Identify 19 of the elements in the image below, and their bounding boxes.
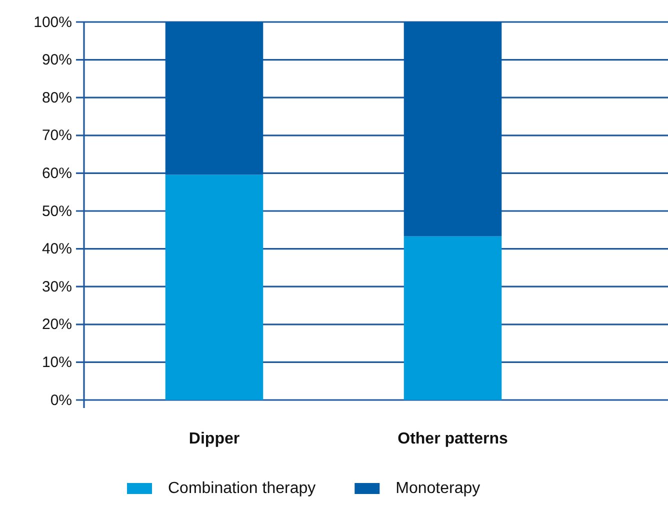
y-tick-label: 40%: [42, 240, 72, 258]
y-tick-label: 100%: [34, 14, 72, 31]
x-tick-label: Dipper: [188, 430, 240, 448]
bar: [404, 22, 502, 236]
legend-label: Monoterapy: [396, 480, 480, 497]
bar: [404, 236, 502, 400]
y-tick-label: 70%: [42, 127, 72, 144]
bar: [165, 22, 264, 175]
y-tick-label: 90%: [42, 52, 72, 69]
y-tick-label: 80%: [42, 89, 72, 106]
y-tick-label: 10%: [42, 354, 72, 371]
y-tick-label: 30%: [42, 278, 72, 296]
x-tick-label: Other patterns: [398, 430, 508, 448]
y-tick-label: 50%: [42, 202, 72, 220]
y-tick-label: 20%: [42, 316, 72, 334]
legend-label: Combination therapy: [168, 480, 316, 497]
y-tick-label: 60%: [42, 165, 72, 182]
y-tick-label: 0%: [50, 392, 72, 409]
bar: [165, 174, 264, 400]
